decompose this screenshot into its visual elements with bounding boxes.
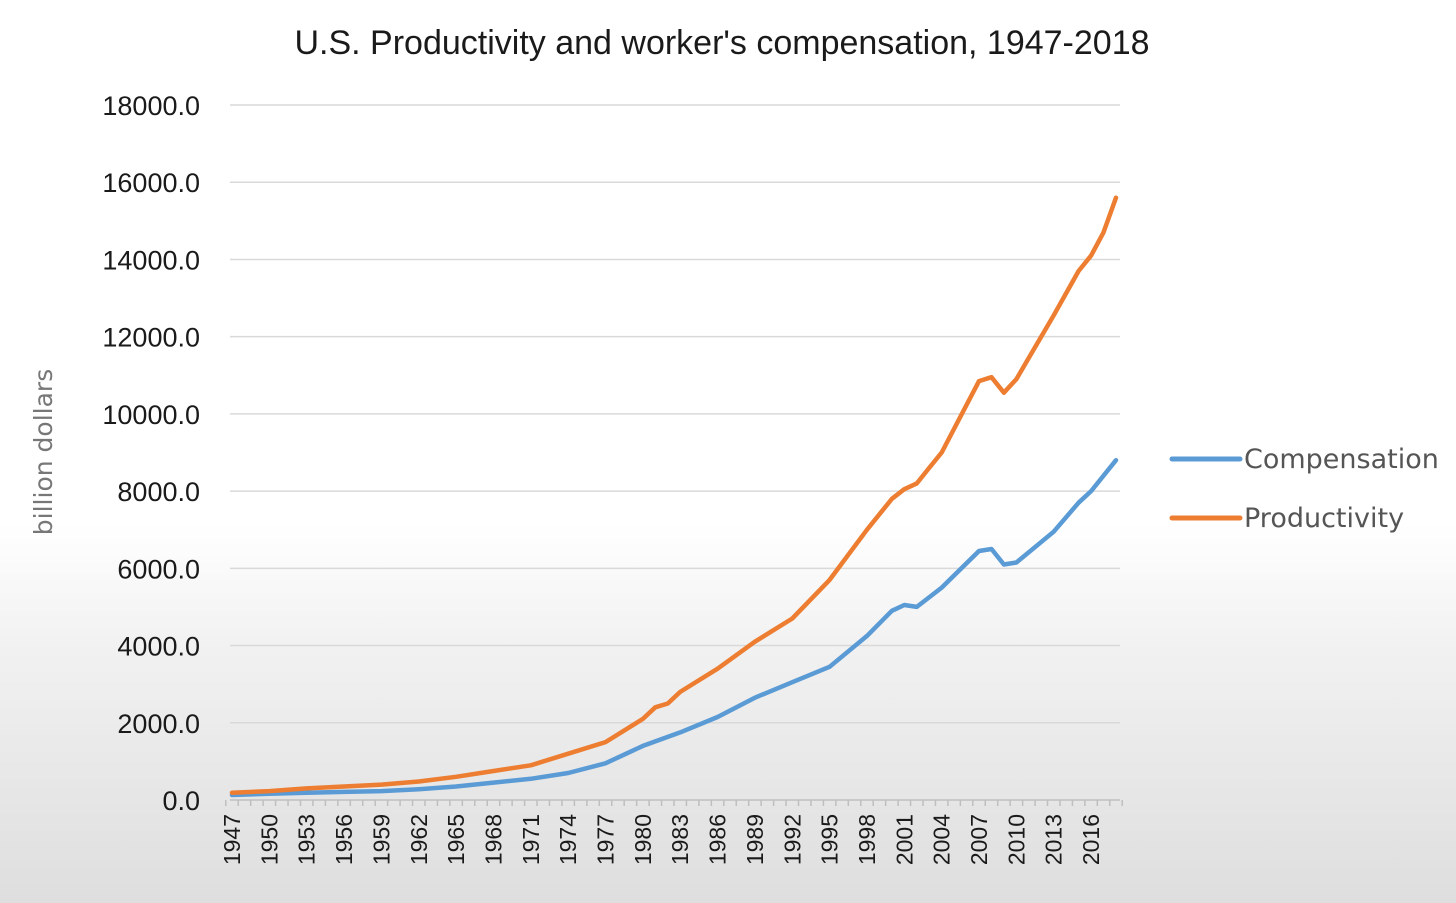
x-tick-label: 1992: [779, 814, 805, 865]
x-tick-label: 2010: [1003, 814, 1029, 865]
y-tick-label: 2000.0: [117, 709, 200, 739]
series-lines: [229, 195, 1119, 798]
x-tick-label: 2007: [966, 814, 992, 865]
x-tick-label: 2004: [929, 814, 955, 865]
x-axis-ticks: 1947 1950 1953 1956 1959 1962 1965 1968 1971 1974…: [219, 814, 1104, 865]
x-tick-label: 1983: [667, 814, 693, 865]
chart-title: U.S. Productivity and worker's compensat…: [294, 24, 1149, 62]
y-axis-ticks: 0.0 2000.0 4000.0 6000.0 8000.0 10000.0 12000.…: [102, 91, 200, 816]
x-tick-label: 1989: [742, 814, 768, 865]
legend: Compensation Productivity: [1169, 444, 1439, 534]
x-tick-label: 1998: [854, 814, 880, 865]
y-axis-label: billion dollars: [29, 369, 58, 535]
x-tick-label: 1965: [443, 814, 469, 865]
series-line-compensation: [229, 457, 1119, 798]
x-tick-label: 2016: [1078, 814, 1104, 865]
x-tick-label: 1986: [705, 814, 731, 865]
x-tick-label: 1953: [294, 814, 320, 865]
x-tick-label: 1977: [593, 814, 619, 865]
y-tick-label: 10000.0: [102, 400, 200, 430]
x-tick-label: 1968: [480, 814, 506, 865]
x-tick-label: 1974: [555, 814, 581, 865]
legend-label-productivity: Productivity: [1244, 503, 1404, 534]
x-tick-label: 1980: [630, 814, 656, 865]
x-tick-label: 1956: [331, 814, 357, 865]
x-axis: [225, 799, 1123, 806]
y-tick-label: 12000.0: [102, 323, 200, 353]
series-line-productivity: [229, 195, 1119, 795]
y-tick-label: 8000.0: [117, 477, 200, 507]
x-tick-label: 1971: [518, 814, 544, 865]
gridlines: [230, 104, 1120, 724]
x-tick-label: 1995: [817, 814, 843, 865]
y-tick-label: 16000.0: [102, 168, 200, 198]
x-tick-label: 1959: [368, 814, 394, 865]
x-tick-label: 1962: [406, 814, 432, 865]
y-tick-label: 4000.0: [117, 632, 200, 662]
legend-label-compensation: Compensation: [1244, 444, 1439, 475]
y-tick-label: 0.0: [162, 786, 200, 816]
y-tick-label: 14000.0: [102, 245, 200, 275]
x-tick-label: 2013: [1041, 814, 1067, 865]
x-tick-label: 1950: [256, 814, 282, 865]
y-tick-label: 18000.0: [102, 91, 200, 121]
x-tick-label: 1947: [219, 814, 245, 865]
y-tick-label: 6000.0: [117, 554, 200, 584]
x-tick-label: 2001: [891, 814, 917, 865]
